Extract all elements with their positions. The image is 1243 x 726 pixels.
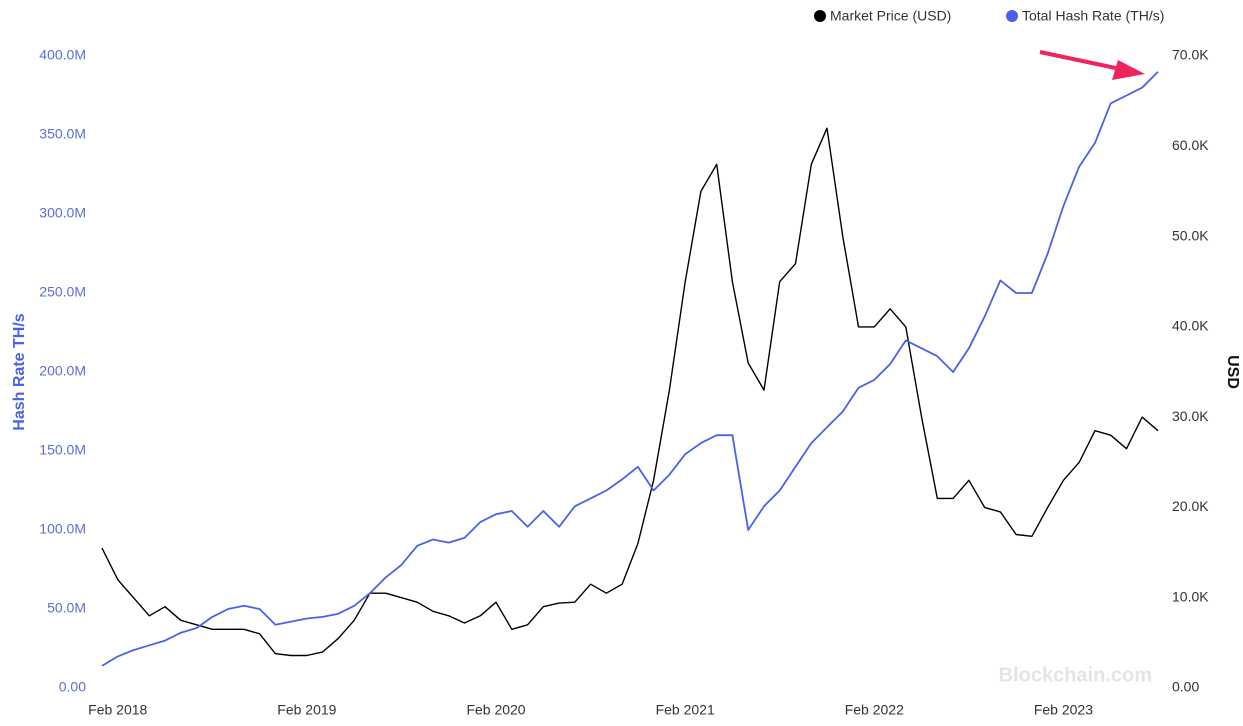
legend-marker <box>1006 10 1018 22</box>
y-tick-label: 50.0M <box>47 600 86 616</box>
y2-tick-label: 40.0K <box>1172 318 1209 334</box>
legend-marker <box>814 10 826 22</box>
y-tick-label: 400.0M <box>39 47 86 63</box>
x-tick-label: Feb 2020 <box>466 702 525 718</box>
y-tick-label: 150.0M <box>39 442 86 458</box>
y-tick-label: 0.00 <box>59 679 86 695</box>
x-tick-label: Feb 2018 <box>88 702 147 718</box>
legend-label: Market Price (USD) <box>830 8 951 24</box>
y2-tick-label: 60.0K <box>1172 137 1209 153</box>
y2-tick-label: 20.0K <box>1172 498 1209 514</box>
watermark: Blockchain.com <box>999 664 1152 686</box>
x-tick-label: Feb 2019 <box>277 702 336 718</box>
y2-tick-label: 0.00 <box>1172 679 1199 695</box>
series-line <box>101 71 1159 667</box>
y2-tick-label: 10.0K <box>1172 588 1209 604</box>
y-tick-label: 350.0M <box>39 126 86 142</box>
y-axis-label: Hash Rate TH/s <box>11 313 28 430</box>
y2-tick-label: 50.0K <box>1172 227 1209 243</box>
annotation-arrow <box>1039 50 1145 80</box>
series-line <box>101 127 1159 657</box>
y-tick-label: 200.0M <box>39 363 86 379</box>
x-tick-label: Feb 2021 <box>656 702 715 718</box>
x-tick-label: Feb 2022 <box>845 702 904 718</box>
y2-axis-label: USD <box>1224 355 1241 389</box>
y2-tick-label: 70.0K <box>1172 47 1209 63</box>
legend-label: Total Hash Rate (TH/s) <box>1022 8 1164 24</box>
y2-tick-label: 30.0K <box>1172 408 1209 424</box>
y-tick-label: 300.0M <box>39 205 86 221</box>
y-tick-label: 250.0M <box>39 284 86 300</box>
y-tick-label: 100.0M <box>39 521 86 537</box>
x-tick-label: Feb 2023 <box>1034 702 1093 718</box>
